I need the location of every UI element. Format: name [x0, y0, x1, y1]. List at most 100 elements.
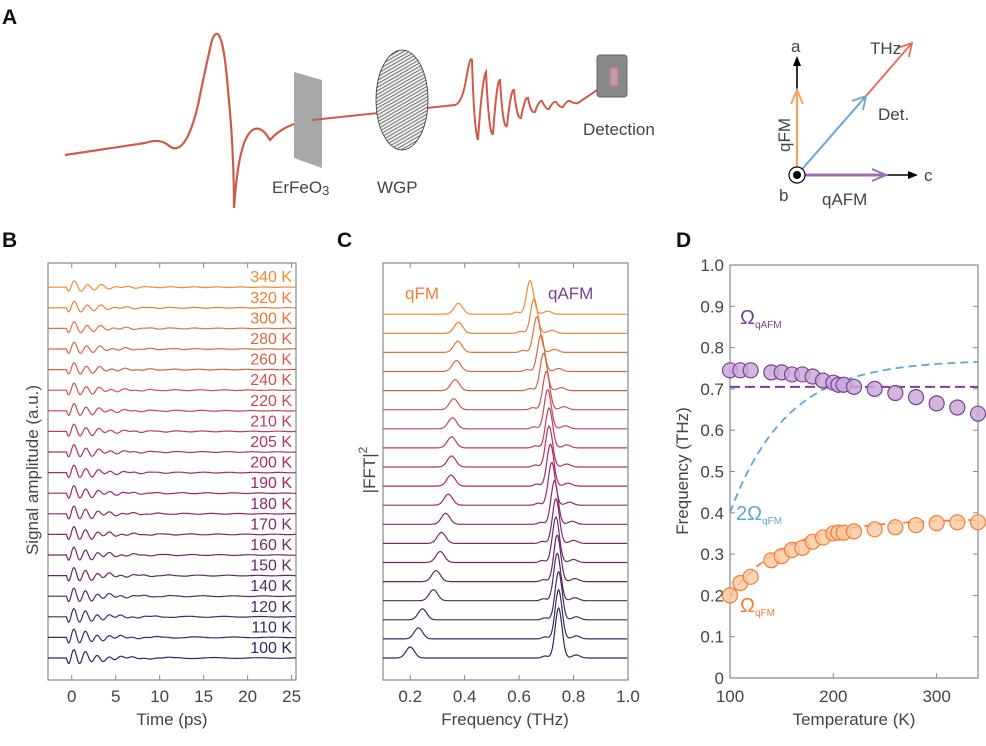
qafm-data-point — [845, 378, 863, 395]
panel-label-a: A — [2, 6, 17, 29]
x-tick-label: 0.2 — [398, 687, 422, 706]
panel-label-d: D — [676, 229, 691, 252]
x-tick-label: 0.8 — [562, 687, 586, 706]
temperature-label: 220 K — [250, 393, 292, 410]
omega-qafm-label: ΩqAFM — [740, 307, 782, 331]
x-tick-label: 300 — [922, 687, 950, 706]
qfm-data-point — [887, 519, 904, 536]
qfm-peak-label: qFM — [405, 284, 439, 303]
qafm-data-point — [907, 389, 925, 406]
spectrum-trace — [383, 388, 628, 430]
qfm-data-point — [969, 514, 986, 531]
thz-label: THz — [870, 39, 901, 58]
temperature-label: 200 K — [250, 455, 292, 472]
spectrum-trace — [383, 516, 628, 564]
qfm-data-point — [845, 523, 863, 540]
two-omega-qfm-label: 2ΩqFM — [736, 503, 782, 527]
qfm-data-point — [721, 587, 739, 604]
qfm-label: qFM — [775, 118, 794, 152]
axis-a-arrowhead — [793, 56, 801, 66]
spectrum-trace — [383, 316, 628, 353]
y-tick-label: 0.8 — [700, 339, 724, 358]
temperature-label: 120 K — [250, 599, 292, 616]
temperature-label: 160 K — [250, 537, 292, 554]
time-trace — [48, 649, 296, 665]
temperature-label: 170 K — [250, 516, 292, 533]
x-tick-label: 25 — [282, 687, 301, 706]
qfm-data-point — [949, 514, 966, 531]
time-trace — [48, 464, 296, 479]
temperature-label: 190 K — [250, 475, 292, 492]
axis-b-label: b — [779, 186, 788, 205]
temperature-label: 205 K — [250, 434, 292, 451]
schematic: ErFeO3 WGP Detection a b c THz Det. qFM … — [64, 32, 933, 209]
panel-label-c: C — [337, 229, 352, 252]
temperature-label: 140 K — [250, 578, 292, 595]
y-tick-label: 0.7 — [700, 380, 724, 399]
panel-c-spectra: 0.2 0.4 0.6 0.8 1.0 qFM qAFM Frequency (THz)… — [356, 262, 640, 729]
x-tick-label: 0.6 — [507, 687, 531, 706]
qafm-data-point — [928, 395, 945, 412]
x-tick-label: 1.0 — [616, 687, 640, 706]
thz-arrow — [865, 42, 913, 97]
panel-b-frame — [47, 262, 297, 681]
x-tick-label: 0.4 — [453, 687, 477, 706]
temperature-label: 180 K — [250, 496, 292, 513]
qfm-data-point — [742, 568, 759, 585]
y-tick-label: 0 — [715, 669, 724, 688]
temperature-label: 340 K — [250, 269, 292, 286]
y-tick-label: 0.6 — [700, 421, 724, 440]
spectrum-trace — [383, 461, 628, 506]
qfm-data-point — [928, 515, 945, 532]
spectrum-trace — [383, 279, 628, 315]
panel-c-frame — [382, 262, 629, 681]
two-omega-qfm-curve — [729, 361, 979, 514]
qafm-arrowhead — [871, 168, 889, 182]
spectrum-trace — [383, 297, 628, 334]
time-trace — [48, 608, 296, 623]
detector-label: Detection — [583, 120, 655, 139]
x-tick-label: 10 — [150, 687, 169, 706]
temperature-label: 320 K — [250, 290, 292, 307]
time-trace — [48, 300, 296, 313]
spectrum-trace — [383, 334, 628, 373]
qafm-data-point — [949, 399, 966, 416]
time-trace — [48, 587, 296, 603]
time-trace — [48, 546, 296, 561]
temperature-label: 280 K — [250, 331, 292, 348]
y-tick-label: 0.5 — [700, 463, 724, 482]
det-label: Det. — [878, 105, 909, 124]
y-tick-label: 0.4 — [700, 504, 724, 523]
det-arrowhead — [851, 94, 868, 111]
y-tick-label: 1.0 — [700, 256, 724, 275]
thz-pulse-incident — [64, 32, 313, 209]
time-trace — [48, 505, 296, 520]
spectrum-trace — [383, 425, 628, 468]
spectrum-trace — [383, 352, 628, 392]
time-trace — [48, 525, 296, 541]
spectrum-trace — [383, 552, 628, 602]
temperature-label: 260 K — [250, 352, 292, 369]
temperature-label: 150 K — [250, 558, 292, 575]
spectrum-trace — [383, 534, 628, 583]
time-trace — [48, 382, 296, 396]
wire-grid-polarizer — [375, 49, 429, 151]
axis-b-dot — [793, 171, 801, 179]
temperature-label: 100 K — [250, 640, 292, 657]
x-tick-label: 0 — [67, 687, 76, 706]
x-tick-label: 5 — [111, 687, 120, 706]
time-trace — [48, 444, 296, 458]
temperature-label: 300 K — [250, 310, 292, 327]
panel-d-xlabel: Temperature (K) — [793, 710, 916, 729]
qafm-label: qAFM — [822, 190, 867, 209]
qfm-data-point — [866, 521, 883, 538]
axis-c-label: c — [924, 166, 933, 185]
panel-b-xlabel: Time (ps) — [136, 710, 207, 729]
polarizer-label: WGP — [377, 178, 418, 197]
y-tick-label: 0.9 — [700, 297, 724, 316]
time-trace — [48, 628, 296, 644]
panel-b-ylabel: Signal amplitude (a.u.) — [23, 385, 42, 555]
time-trace — [48, 362, 296, 375]
thz-arrowhead — [897, 41, 914, 58]
